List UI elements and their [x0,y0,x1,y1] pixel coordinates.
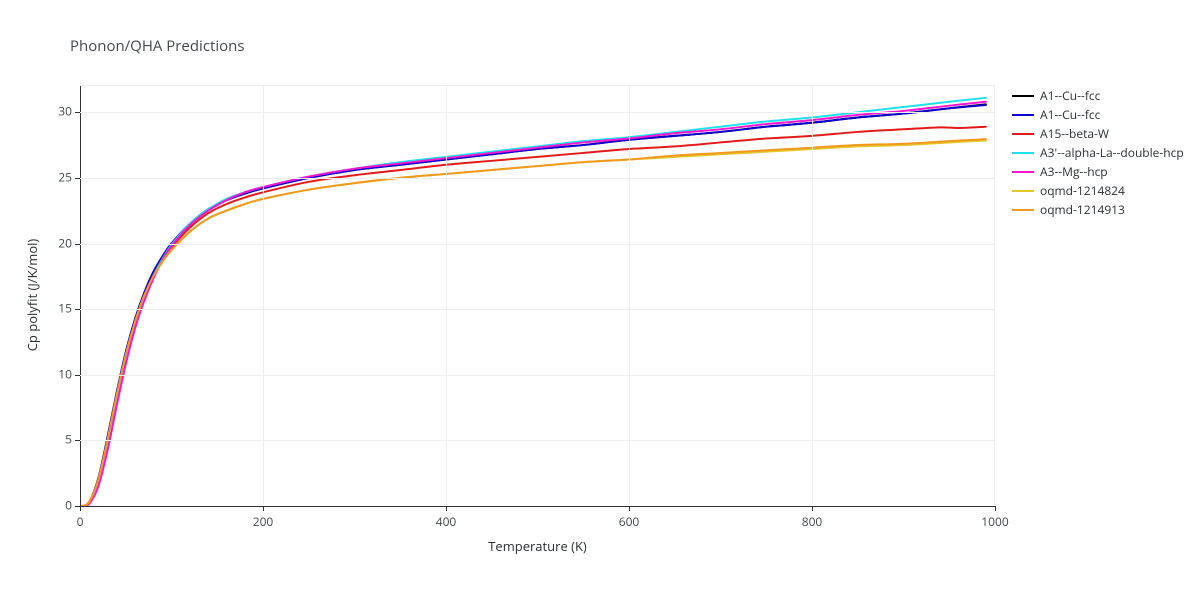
y-tick-label: 10 [56,365,72,382]
legend-swatch [1012,133,1034,135]
legend-swatch [1012,190,1034,192]
chart-curves [80,86,995,506]
grid-line-h [80,112,994,113]
legend-item[interactable]: A3--Mg--hcp [1012,162,1184,181]
grid-line-h [80,178,994,179]
x-tick [446,506,447,511]
x-tick-label: 600 [619,513,640,530]
y-tick [75,440,80,441]
grid-line-v [812,86,813,505]
x-tick-label: 1000 [981,513,1008,530]
series-curve[interactable] [82,140,986,506]
x-tick [629,506,630,511]
chart-container: Phonon/QHA Predictions Temperature (K) C… [0,0,1200,600]
legend-swatch [1012,114,1034,116]
legend-label: oqmd-1214913 [1040,201,1125,218]
y-axis-title: Cp polyfit (J/K/mol) [23,239,41,352]
series-curve[interactable] [82,104,986,506]
x-tick-label: 0 [77,513,84,530]
legend-item[interactable]: A15--beta-W [1012,124,1184,143]
x-tick-label: 800 [802,513,823,530]
legend-swatch [1012,171,1034,173]
x-tick [263,506,264,511]
legend-item[interactable]: A1--Cu--fcc [1012,86,1184,105]
grid-line-h [80,440,994,441]
y-tick-label: 25 [56,168,72,185]
series-curve[interactable] [82,98,986,506]
x-tick [812,506,813,511]
chart-title: Phonon/QHA Predictions [70,36,245,56]
grid-line-v [629,86,630,505]
legend-swatch [1012,152,1034,154]
y-tick-label: 0 [56,497,72,514]
legend-label: oqmd-1214824 [1040,182,1125,199]
series-curve[interactable] [82,127,986,506]
grid-line-v [446,86,447,505]
grid-line-v [263,86,264,505]
grid-line-h [80,244,994,245]
grid-line-h [80,309,994,310]
y-tick [75,244,80,245]
y-tick [75,506,80,507]
legend-swatch [1012,209,1034,211]
y-tick-label: 20 [56,234,72,251]
legend-item[interactable]: A1--Cu--fcc [1012,105,1184,124]
legend: A1--Cu--fcc A1--Cu--fcc A15--beta-W A3'--al… [1012,86,1184,219]
series-curve[interactable] [82,139,986,506]
y-tick-label: 15 [56,300,72,317]
x-tick [80,506,81,511]
y-tick [75,112,80,113]
legend-label: A3'--alpha-La--double-hcp [1040,144,1184,161]
legend-item[interactable]: oqmd-1214913 [1012,200,1184,219]
y-tick [75,375,80,376]
series-curve[interactable] [82,105,986,506]
x-tick [995,506,996,511]
grid-line-h [80,375,994,376]
legend-label: A3--Mg--hcp [1040,163,1108,180]
legend-label: A1--Cu--fcc [1040,106,1100,123]
legend-label: A15--beta-W [1040,125,1109,142]
x-tick-label: 200 [253,513,274,530]
y-tick-label: 30 [56,103,72,120]
legend-item[interactable]: oqmd-1214824 [1012,181,1184,200]
y-axis-line [80,86,81,506]
y-tick-label: 5 [56,431,72,448]
legend-swatch [1012,95,1034,97]
legend-label: A1--Cu--fcc [1040,87,1100,104]
series-curve[interactable] [82,102,986,506]
y-tick [75,178,80,179]
y-tick [75,309,80,310]
x-tick-label: 400 [436,513,457,530]
plot-area[interactable] [80,85,995,505]
legend-item[interactable]: A3'--alpha-La--double-hcp [1012,143,1184,162]
x-axis-line [80,506,995,507]
x-axis-title: Temperature (K) [488,537,587,555]
